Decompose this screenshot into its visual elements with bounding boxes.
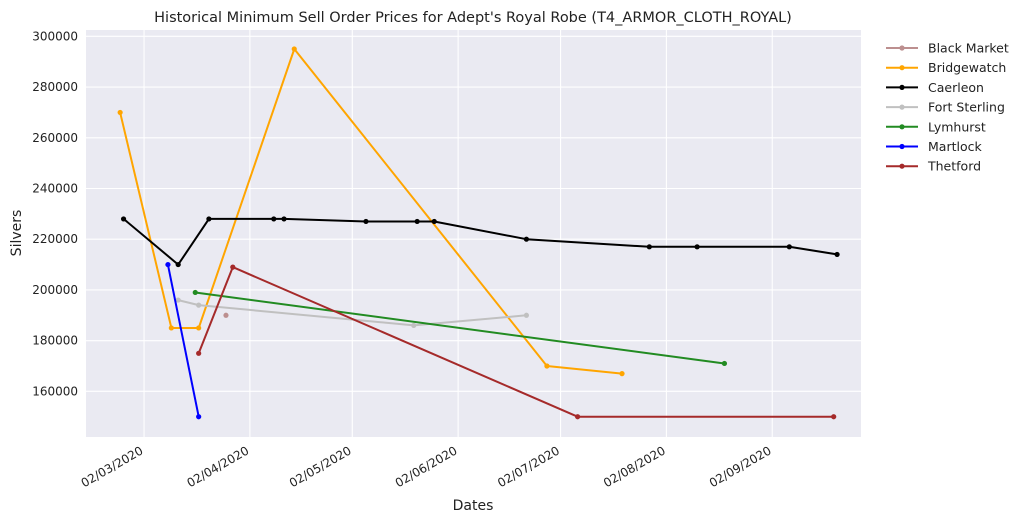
legend-label: Fort Sterling (928, 100, 1005, 115)
legend-label: Bridgewatch (928, 60, 1006, 75)
data-point-caerleon (834, 251, 840, 258)
data-point-bridgewatch (291, 46, 297, 52)
legend-marker (899, 65, 905, 71)
y-tick-label: 300000 (32, 29, 78, 43)
data-point-caerleon (271, 216, 277, 222)
data-point-lymhurst (192, 289, 198, 296)
legend-item-thetford: Thetford (886, 159, 981, 174)
legend-marker (899, 84, 905, 90)
series-group (117, 46, 840, 420)
legend-item-bridgewatch: Bridgewatch (886, 60, 1006, 75)
x-tick-label: 02/03/2020 (79, 443, 146, 490)
legend-label: Lymhurst (928, 119, 986, 134)
y-tick-label: 220000 (32, 232, 78, 246)
data-point-fort-sterling (411, 322, 417, 329)
y-tick-label: 160000 (32, 384, 78, 398)
data-point-thetford (230, 264, 236, 270)
data-point-thetford (831, 414, 837, 420)
data-point-thetford (575, 414, 581, 420)
y-tick-label: 200000 (32, 283, 78, 297)
x-tick-label: 02/09/2020 (707, 443, 774, 490)
legend-marker (899, 163, 905, 169)
series-thetford (196, 264, 837, 420)
series-line-martlock (166, 264, 200, 417)
legend: Black Market Bridgewatch Caerleon Fort Ster… (886, 41, 1009, 174)
legend-marker (899, 124, 905, 130)
data-point-fort-sterling (175, 297, 181, 303)
data-point-bridgewatch (168, 325, 174, 331)
y-axis-title: Silvers (9, 210, 25, 257)
legend-item-martlock: Martlock (886, 139, 982, 154)
y-tick-label: 260000 (32, 131, 78, 145)
data-point-caerleon (431, 218, 437, 225)
legend-marker (899, 45, 905, 51)
data-point-black-market (223, 312, 229, 318)
chart-title: Historical Minimum Sell Order Prices for… (154, 10, 792, 26)
legend-label: Caerleon (928, 80, 984, 95)
series-line-lymhurst (195, 291, 725, 365)
data-point-martlock (165, 261, 171, 268)
data-point-caerleon (414, 218, 420, 225)
legend-item-fort-sterling: Fort Sterling (886, 100, 1005, 115)
data-point-thetford (196, 350, 202, 356)
series-fort-sterling (175, 297, 530, 329)
legend-label: Black Market (928, 41, 1009, 56)
x-tick-label: 02/08/2020 (601, 443, 668, 490)
x-tick-label: 02/05/2020 (287, 443, 354, 490)
x-tick-label: 02/04/2020 (184, 443, 251, 490)
grid (86, 30, 861, 437)
x-axis-title: Dates (453, 498, 494, 514)
legend-item-black-market: Black Market (886, 41, 1009, 56)
data-point-caerleon (281, 216, 287, 222)
y-tick-label: 240000 (32, 181, 78, 195)
legend-item-lymhurst: Lymhurst (886, 119, 986, 134)
legend-marker (899, 104, 905, 110)
data-point-bridgewatch (544, 363, 550, 369)
y-tick-label: 280000 (32, 80, 78, 94)
data-point-caerleon (694, 244, 700, 250)
series-black-market (223, 312, 229, 318)
data-point-bridgewatch (619, 371, 625, 377)
data-point-caerleon (120, 216, 127, 222)
data-point-fort-sterling (523, 312, 530, 318)
data-point-caerleon (646, 244, 652, 250)
y-tick-label: 180000 (32, 334, 78, 348)
y-axis-ticks: 160000 180000 200000 220000 240000 260000 2800… (32, 29, 78, 398)
data-point-caerleon (206, 216, 212, 222)
series-martlock (165, 261, 202, 420)
x-axis-ticks: 02/03/2020 02/04/2020 02/05/2020 02/06/2020… (79, 443, 774, 490)
legend-label: Martlock (928, 139, 982, 154)
series-line-bridgewatch (119, 48, 623, 375)
legend-item-caerleon: Caerleon (886, 80, 984, 95)
x-tick-label: 02/06/2020 (393, 443, 460, 490)
x-tick-label: 02/07/2020 (495, 443, 562, 490)
data-point-caerleon (363, 218, 369, 225)
data-point-caerleon (523, 236, 530, 242)
series-caerleon (120, 216, 840, 268)
data-point-martlock (196, 414, 202, 420)
data-point-bridgewatch (196, 325, 202, 331)
data-point-fort-sterling (196, 302, 202, 308)
series-bridgewatch (117, 46, 625, 377)
data-point-caerleon (786, 244, 792, 250)
plot-area (86, 30, 861, 437)
legend-label: Thetford (927, 159, 981, 174)
series-line-thetford (197, 266, 834, 418)
data-point-lymhurst (721, 360, 728, 367)
series-lymhurst (192, 289, 728, 367)
legend-marker (899, 143, 905, 150)
data-point-bridgewatch (117, 109, 123, 116)
data-point-caerleon (175, 261, 181, 268)
series-line-fort-sterling (177, 299, 527, 327)
